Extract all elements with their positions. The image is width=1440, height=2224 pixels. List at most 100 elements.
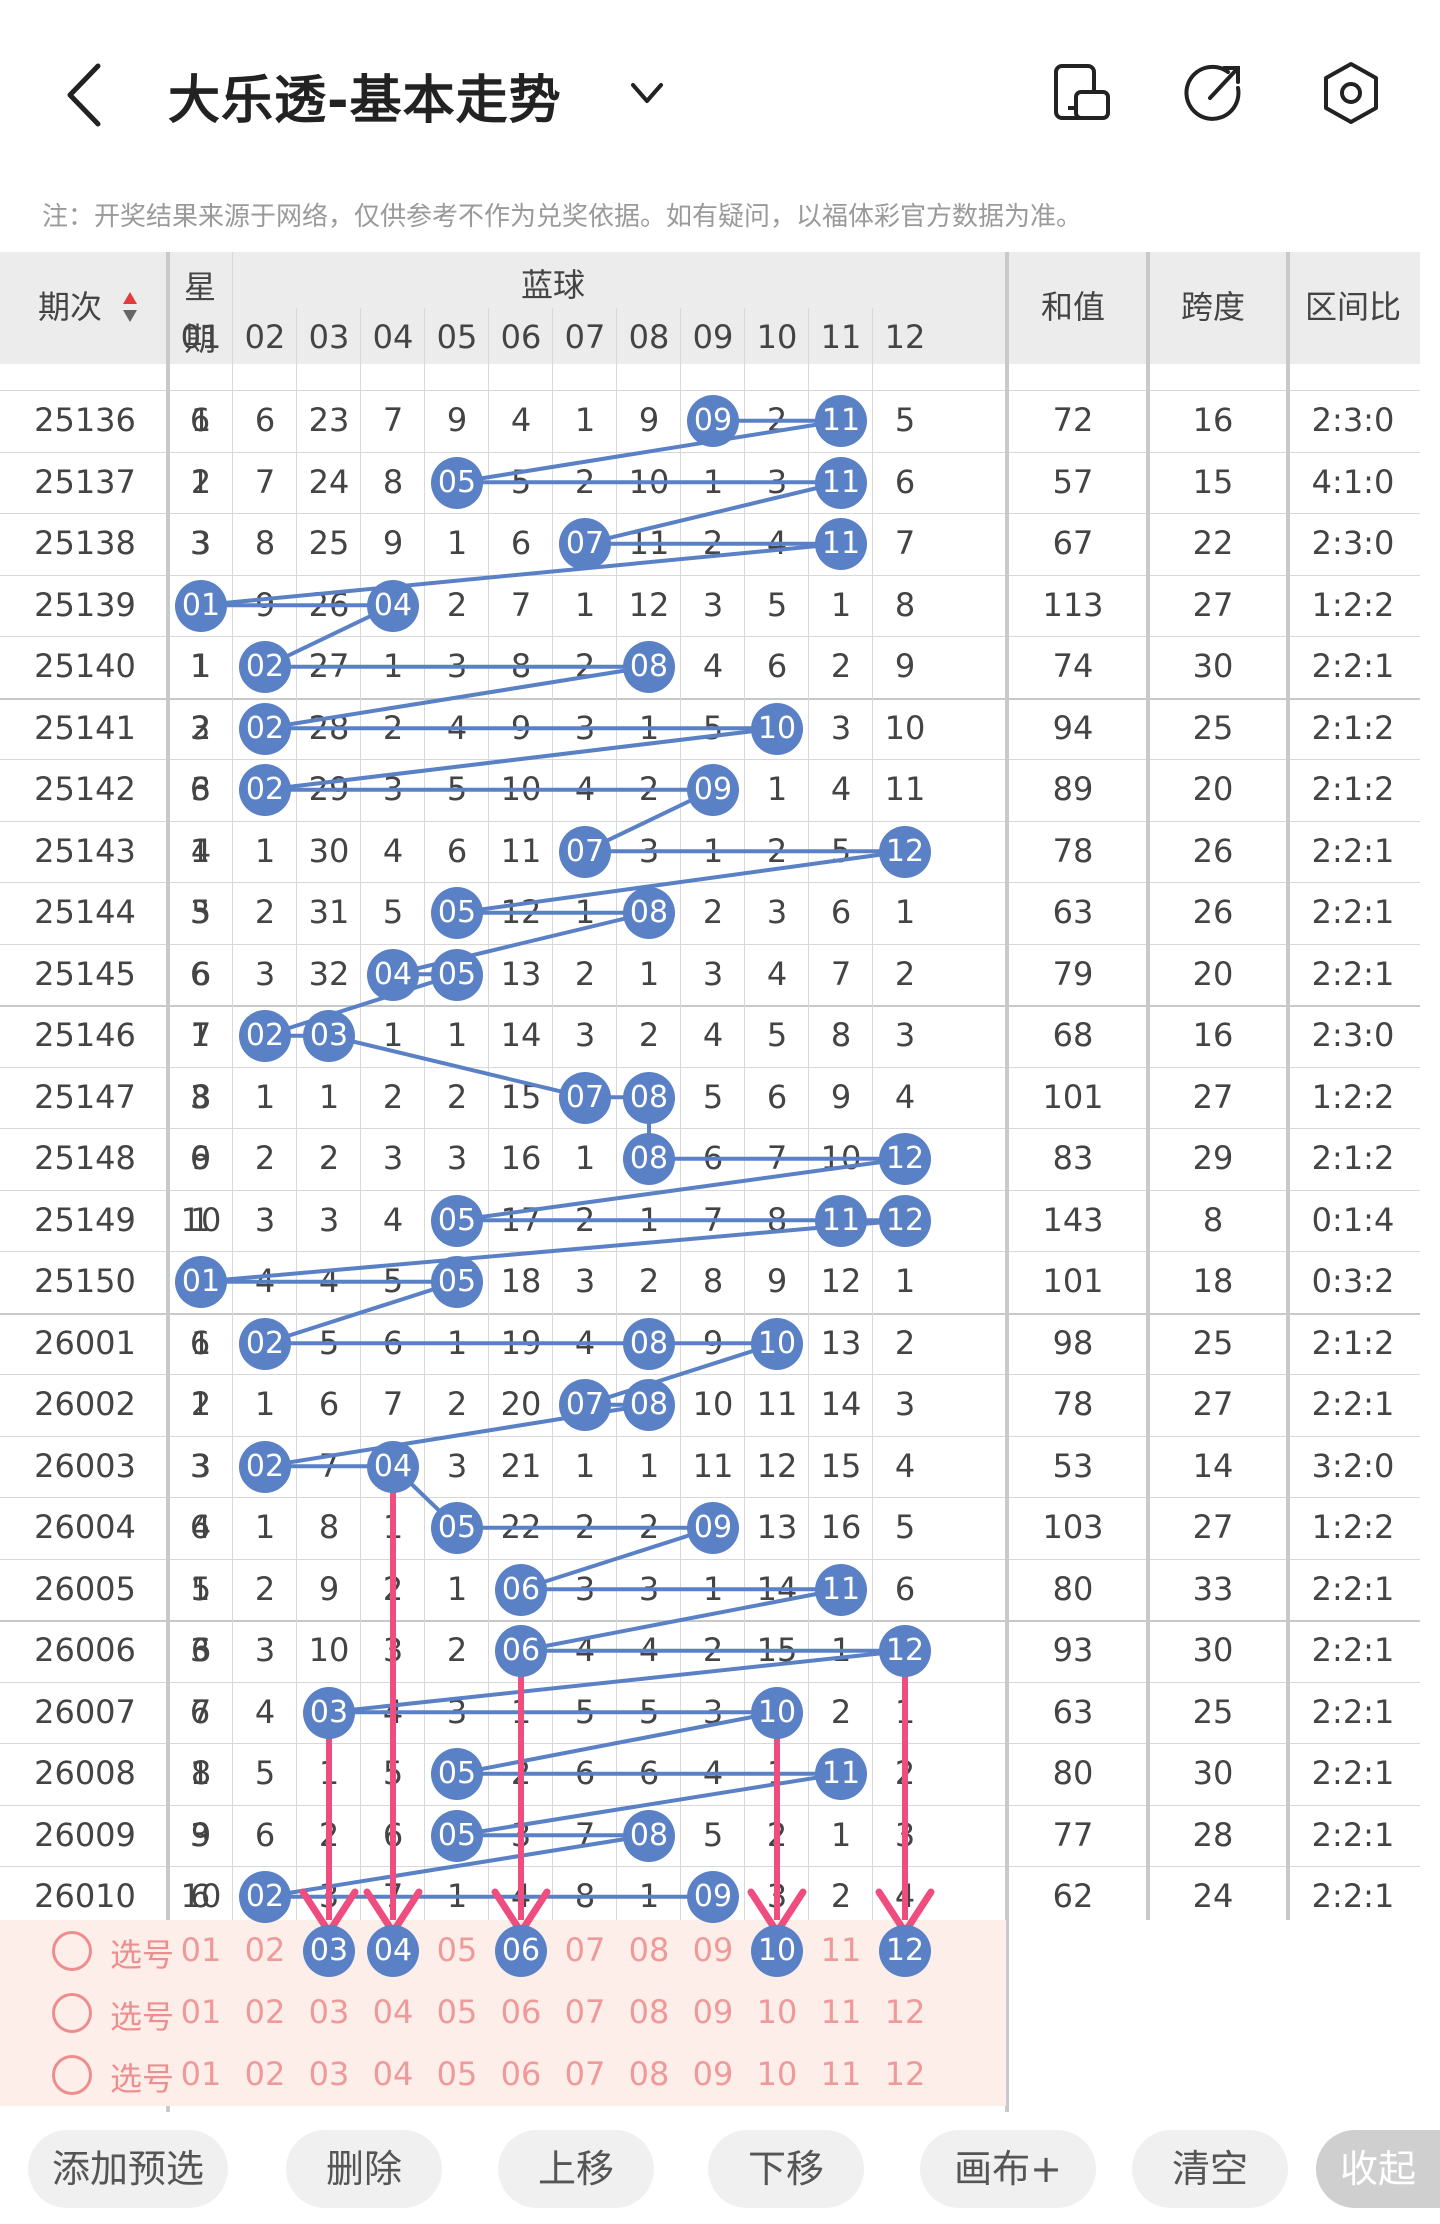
pick-number[interactable]: 01 <box>180 2055 222 2093</box>
blue-miss-cell: 9 <box>190 1815 212 1854</box>
pick-number[interactable]: 04 <box>372 2055 414 2093</box>
pick-number[interactable]: 11 <box>820 1931 862 1969</box>
span-cell: 27 <box>1192 1385 1234 1423</box>
select-label[interactable]: 选号 <box>110 2060 175 2098</box>
page-title[interactable]: 大乐透-基本走势 <box>168 71 562 131</box>
blue-miss-cell: 7 <box>382 1877 404 1915</box>
sum-cell: 74 <box>1052 647 1094 685</box>
pick-number[interactable]: 01 <box>180 1931 222 1969</box>
pick-number[interactable]: 12 <box>884 1993 926 2031</box>
blue-ball: 05 <box>431 1748 483 1800</box>
pick-number[interactable]: 05 <box>436 2055 478 2093</box>
select-circle-icon[interactable] <box>52 2055 92 2095</box>
collapse-button[interactable]: 收起 <box>1316 2130 1440 2208</box>
blue-miss-cell: 4 <box>894 1877 916 1915</box>
pick-number[interactable]: 08 <box>628 1931 670 1969</box>
period-cell: 25140 <box>34 647 136 685</box>
blue-miss-cell: 31 <box>308 893 350 931</box>
blue-miss-cell: 6 <box>638 1754 660 1792</box>
canvas-plus-button[interactable]: 画布+ <box>920 2130 1096 2208</box>
move-up-button[interactable]: 上移 <box>498 2130 654 2208</box>
blue-miss-cell: 2 <box>830 1692 852 1731</box>
add-preselect-button[interactable]: 添加预选 <box>28 2130 228 2208</box>
blue-miss-cell: 11 <box>692 1446 734 1485</box>
select-circle-icon[interactable] <box>52 1931 92 1971</box>
picked-ball[interactable]: 10 <box>751 1925 803 1977</box>
pick-number[interactable]: 04 <box>372 1993 414 2031</box>
blue-ball: 08 <box>623 1809 675 1862</box>
sort-arrows-icon[interactable] <box>122 290 138 324</box>
blue-miss-cell: 1 <box>382 1508 404 1546</box>
phone-rotate-icon[interactable] <box>1046 58 1116 128</box>
pick-number[interactable]: 03 <box>308 2055 350 2093</box>
col-blue-label: 蓝球 <box>520 266 585 304</box>
blue-miss-cell: 9 <box>830 1077 852 1116</box>
ratio-cell: 2:2:1 <box>1311 1631 1395 1669</box>
delete-button[interactable]: 删除 <box>286 2130 442 2208</box>
bottom-toolbar: 添加预选 删除 上移 下移 画布+ 清空 收起 <box>0 2112 1440 2224</box>
pick-number[interactable]: 05 <box>436 1931 478 1969</box>
pick-number[interactable]: 07 <box>564 1931 606 1969</box>
move-down-button[interactable]: 下移 <box>708 2130 864 2208</box>
col-divider <box>166 252 170 2112</box>
sum-cell: 103 <box>1042 1508 1104 1546</box>
pick-number[interactable]: 07 <box>564 2055 606 2093</box>
blue-ball: 10 <box>751 1317 803 1370</box>
blue-miss-cell: 2 <box>446 1631 468 1669</box>
pick-number[interactable]: 08 <box>628 2055 670 2093</box>
pick-number[interactable]: 06 <box>500 2055 542 2093</box>
row-divider <box>0 1866 1420 1867</box>
share-icon[interactable] <box>1180 58 1250 128</box>
picked-ball[interactable]: 03 <box>303 1925 355 1977</box>
pick-number[interactable]: 08 <box>628 1993 670 2031</box>
pick-number[interactable]: 02 <box>244 2055 286 2093</box>
picked-ball[interactable]: 04 <box>367 1925 419 1977</box>
blue-ball: 02 <box>239 1871 291 1923</box>
pick-number[interactable]: 06 <box>500 1993 542 2031</box>
pick-number[interactable]: 12 <box>884 2055 926 2093</box>
blue-miss-cell: 2 <box>382 1569 404 1608</box>
span-cell: 14 <box>1192 1446 1234 1485</box>
blue-miss-cell: 1 <box>574 585 596 624</box>
pick-number[interactable]: 10 <box>756 2055 798 2093</box>
blue-number-header: 11 <box>820 318 862 356</box>
blue-miss-cell: 9 <box>318 1569 340 1608</box>
pick-number[interactable]: 02 <box>244 1931 286 1969</box>
picked-ball[interactable]: 12 <box>879 1925 931 1977</box>
sum-cell: 101 <box>1042 1077 1104 1116</box>
blue-ball: 10 <box>751 1686 803 1739</box>
blue-miss-cell: 2 <box>382 1077 404 1116</box>
pick-number[interactable]: 03 <box>308 1993 350 2031</box>
pick-number[interactable]: 11 <box>820 1993 862 2031</box>
row-divider <box>0 697 1420 700</box>
clear-button[interactable]: 清空 <box>1132 2130 1288 2208</box>
pick-number[interactable]: 02 <box>244 1993 286 2031</box>
row-divider <box>0 1005 1420 1007</box>
pick-number[interactable]: 09 <box>692 1931 734 1969</box>
col-period-label[interactable]: 期次 <box>37 288 102 326</box>
blue-ball: 02 <box>239 641 291 693</box>
pick-number[interactable]: 09 <box>692 1993 734 2031</box>
pick-number[interactable]: 11 <box>820 2055 862 2093</box>
pick-number[interactable]: 09 <box>692 2055 734 2093</box>
select-label[interactable]: 选号 <box>110 1936 175 1974</box>
span-cell: 27 <box>1192 585 1234 624</box>
picked-ball[interactable]: 06 <box>495 1925 547 1977</box>
blue-miss-cell: 13 <box>820 1323 862 1362</box>
chevron-down-icon[interactable] <box>625 75 669 111</box>
pick-number[interactable]: 01 <box>180 1993 222 2031</box>
select-circle-icon[interactable] <box>52 1993 92 2033</box>
blue-miss-cell: 4 <box>510 401 532 439</box>
pick-number[interactable]: 05 <box>436 1993 478 2031</box>
back-chevron-icon[interactable] <box>60 60 110 130</box>
select-label[interactable]: 选号 <box>110 1998 175 2036</box>
pick-number[interactable]: 07 <box>564 1993 606 2031</box>
pick-number[interactable]: 10 <box>756 1993 798 2031</box>
blue-ball: 06 <box>495 1563 547 1616</box>
span-cell: 29 <box>1192 1139 1234 1177</box>
blue-miss-cell: 1 <box>766 1754 788 1792</box>
col-divider <box>360 308 361 1920</box>
settings-hex-icon[interactable] <box>1316 58 1386 128</box>
blue-ball: 12 <box>879 1133 931 1185</box>
sum-cell: 89 <box>1052 770 1094 808</box>
